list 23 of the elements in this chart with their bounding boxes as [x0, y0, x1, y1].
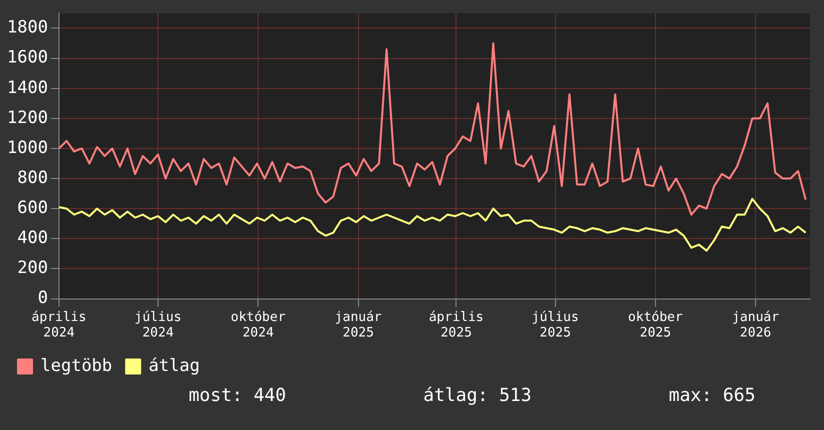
text: most: 440 — [188, 385, 286, 406]
legend-label: átlag — [148, 356, 200, 376]
y-tick-label: 1000 — [6, 138, 48, 158]
x-tick-label: október 2024 — [230, 310, 286, 341]
x-tick-label: április 2025 — [428, 310, 484, 341]
y-tick-label: 1200 — [6, 108, 48, 128]
y-tick-label: 800 — [17, 168, 48, 188]
y-tick-label: 400 — [17, 228, 48, 248]
legend-label: legtöbb — [40, 356, 112, 376]
y-tick-label: 1800 — [6, 18, 48, 38]
y-tick-label: 1600 — [6, 48, 48, 68]
x-tick-label: január 2026 — [732, 310, 780, 341]
x-tick-label: január 2025 — [334, 310, 382, 341]
x-tick-label: április 2024 — [32, 310, 86, 341]
text: max: 665 — [668, 385, 756, 406]
y-tick-label: 200 — [17, 258, 48, 278]
y-tick-label: 600 — [17, 198, 48, 218]
y-tick-label: 0 — [38, 288, 48, 308]
x-tick-label: július 2025 — [532, 310, 579, 341]
x-tick-label: október 2025 — [628, 310, 683, 341]
text: átlag: 513 — [423, 385, 532, 406]
x-tick-label: július 2024 — [134, 310, 182, 341]
y-tick-label: 1400 — [6, 78, 48, 98]
